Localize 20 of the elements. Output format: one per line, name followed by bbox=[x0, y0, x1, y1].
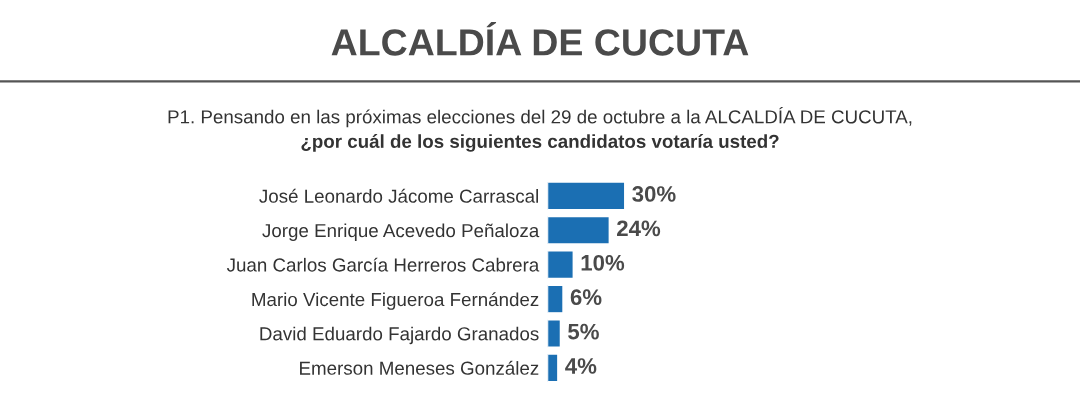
bar bbox=[547, 250, 574, 280]
y-tick-label: José Leonardo Jácome Carrascal bbox=[259, 188, 538, 203]
y-tick-label: David Eduardo Fajardo Granados bbox=[260, 326, 539, 345]
y-tick-label: Emerson Meneses González bbox=[300, 360, 539, 375]
y-tick-label: Jorge Enrique Acevedo Peñaloza bbox=[262, 223, 540, 241]
bar bbox=[547, 181, 626, 211]
data-label: 4% bbox=[565, 358, 597, 374]
data-label: 6% bbox=[570, 289, 602, 306]
data-label: 30% bbox=[632, 186, 676, 202]
data-label: 24% bbox=[617, 220, 661, 237]
y-tick-label: Mario Vicente Figueroa Fernández bbox=[252, 292, 539, 310]
chart-title: ALCALDÍA DE CUCUTA bbox=[331, 22, 749, 56]
bar bbox=[547, 215, 611, 245]
chart-subtitle: P1. Pensando en las próximas elecciones del 29 de octubre a la ALCALDÍA DE CUCUTA, ¿por cuál de los siguientes candidatos votaría usted? bbox=[168, 107, 912, 152]
y-tick-label: Juan Carlos García Herreros Cabrera bbox=[226, 257, 540, 272]
bar bbox=[547, 319, 562, 348]
bar bbox=[547, 353, 559, 383]
bar bbox=[547, 284, 564, 314]
data-label: 5% bbox=[568, 323, 599, 340]
data-label: 10% bbox=[581, 254, 625, 271]
